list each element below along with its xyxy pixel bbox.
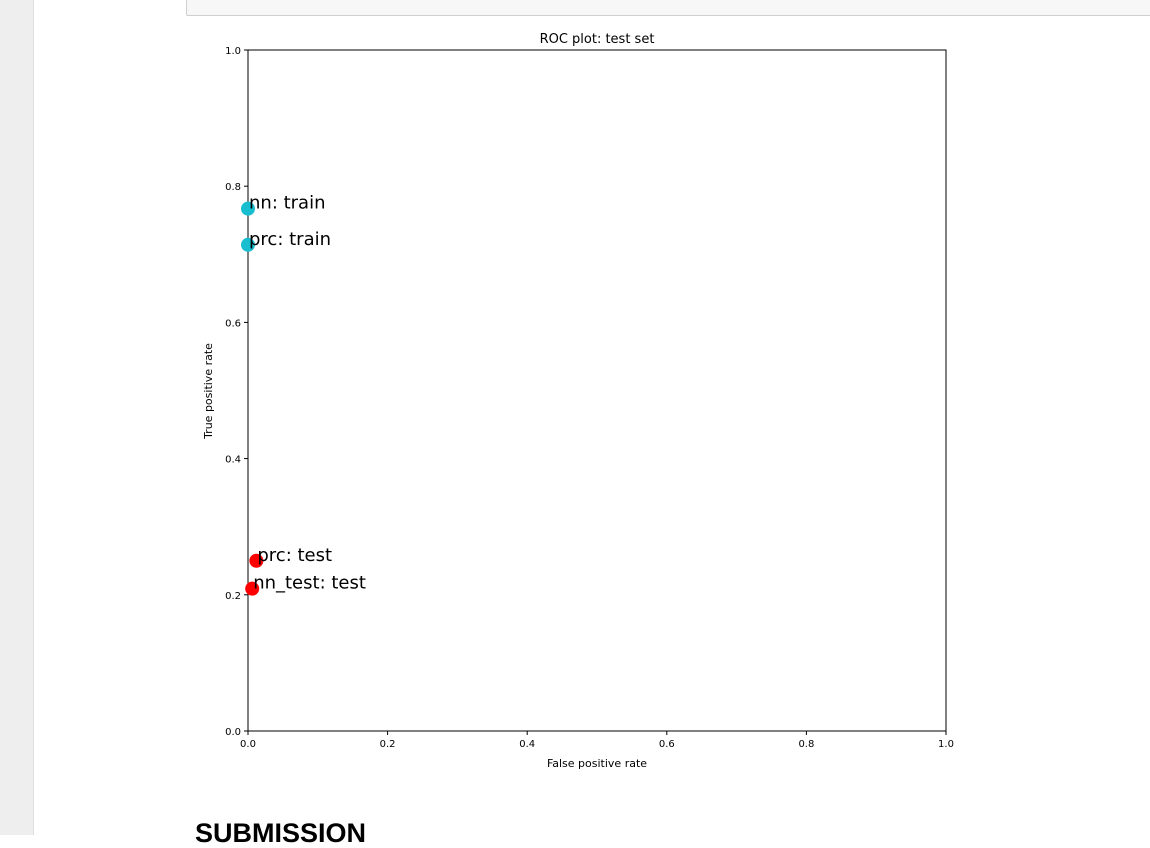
chart-title: ROC plot: test set (540, 32, 655, 47)
point-annotation: prc: train (249, 229, 331, 250)
y-tick-label: 0.4 (225, 455, 241, 466)
x-tick-label: 0.8 (798, 739, 814, 750)
plot-frame (247, 49, 947, 732)
x-tick-label: 0.0 (240, 739, 256, 750)
x-tick-label: 0.4 (519, 739, 535, 750)
data-point (241, 237, 255, 252)
point-annotation: prc: test (257, 545, 332, 566)
notebook-left-gutter (0, 0, 34, 835)
data-point (241, 201, 255, 216)
previous-cell-output (186, 0, 1150, 16)
x-tick-label: 0.6 (659, 739, 675, 750)
y-tick-label: 0.0 (225, 727, 241, 738)
point-annotation: nn_test: test (253, 573, 366, 594)
y-tick-label: 0.8 (225, 182, 241, 193)
y-axis-label: True positive rate (202, 343, 215, 440)
y-tick-label: 1.0 (225, 46, 241, 57)
data-point (245, 581, 260, 596)
x-axis-label: False positive rate (547, 757, 647, 770)
section-heading-submission: SUBMISSION (195, 818, 367, 848)
data-point (249, 553, 264, 568)
tick-layer: 0.0 0.2 0.4 0.6 0.8 1.0 0.0 0.2 0.4 0.6 0.8 1.0 (225, 46, 954, 750)
point-annotation: nn: train (249, 193, 326, 214)
y-tick-label: 0.2 (225, 591, 241, 602)
x-tick-label: 1.0 (938, 739, 954, 750)
y-tick-label: 0.6 (225, 318, 241, 329)
points-layer: nn: train prc: train prc: test nn_test: tes… (241, 193, 366, 596)
x-tick-label: 0.2 (380, 739, 396, 750)
